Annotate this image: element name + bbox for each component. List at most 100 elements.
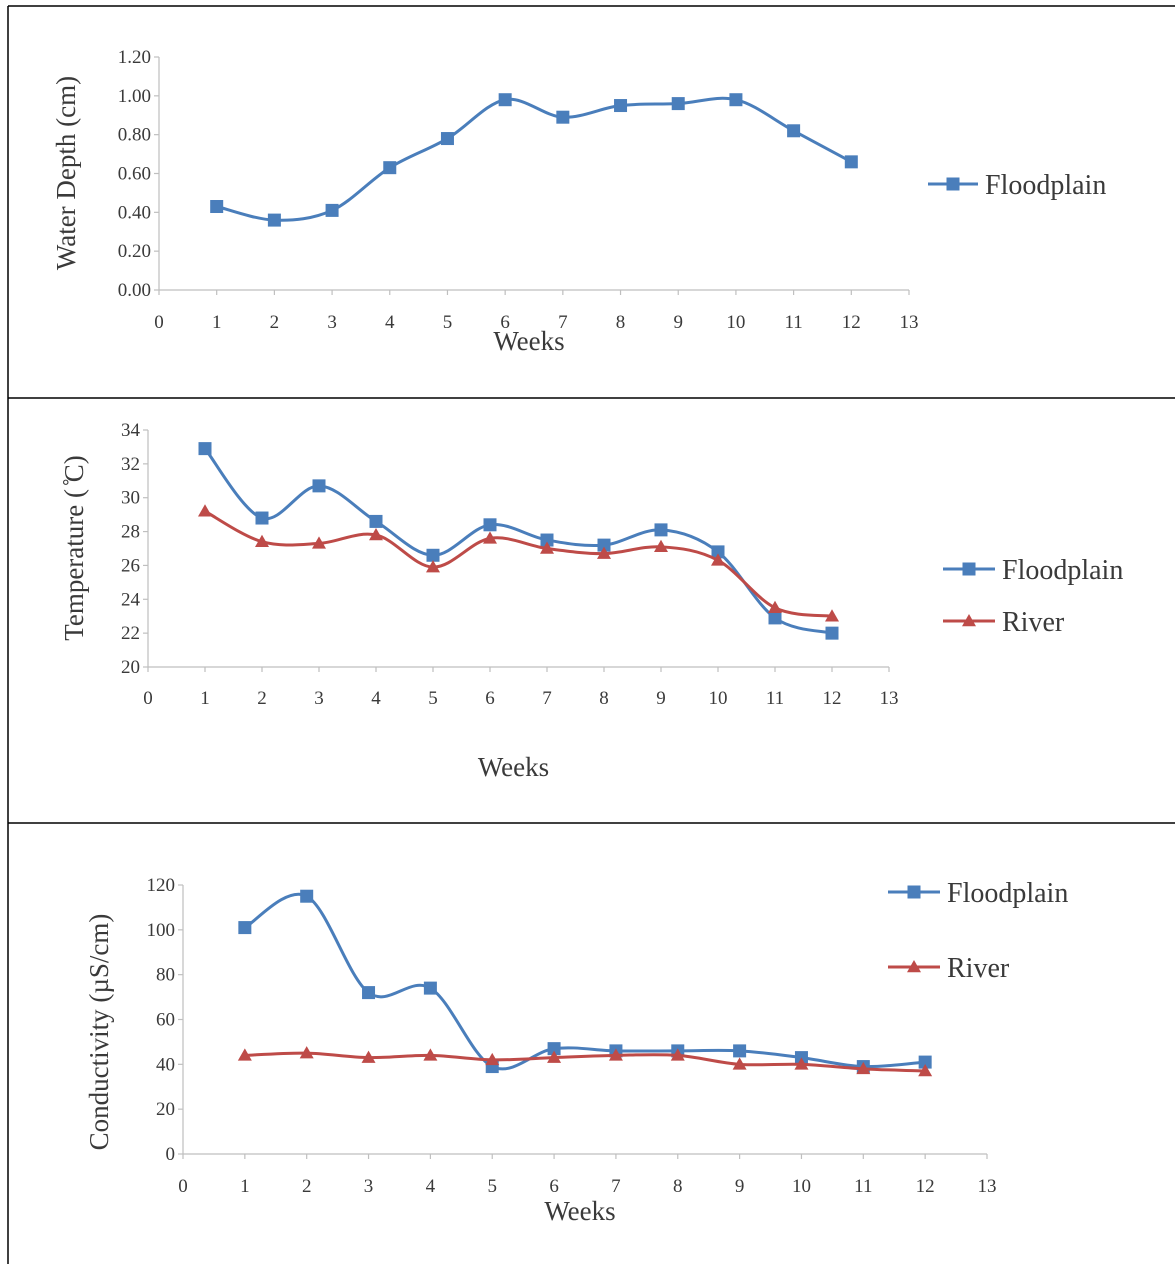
data-point-river — [426, 560, 440, 573]
y-tick-label: 100 — [147, 920, 176, 941]
x-tick-label: 12 — [823, 688, 842, 709]
x-tick-label: 2 — [257, 688, 267, 709]
x-tick-label: 3 — [364, 1176, 374, 1197]
data-point-river — [856, 1061, 871, 1075]
data-point-floodplain — [210, 200, 224, 214]
data-point-floodplain — [654, 523, 668, 537]
data-point-river — [918, 1064, 933, 1077]
x-tick-label: 5 — [428, 688, 438, 709]
data-point-floodplain — [768, 611, 782, 625]
x-tick-label: 12 — [916, 1176, 935, 1197]
data-point-river — [299, 1046, 314, 1059]
data-point-floodplain — [597, 538, 611, 552]
x-tick-label: 7 — [542, 688, 552, 709]
y-tick-label: 20 — [121, 657, 140, 678]
series-river — [198, 504, 839, 622]
x-tick-label: 13 — [880, 688, 899, 709]
x-tick-label: 8 — [673, 1176, 683, 1197]
x-tick-label: 4 — [426, 1176, 436, 1197]
data-point-floodplain — [671, 97, 685, 111]
x-tick-label: 5 — [443, 312, 453, 333]
y-tick-label: 0.60 — [118, 164, 151, 185]
y-tick-label: 0.40 — [118, 202, 151, 223]
data-point-floodplain — [787, 124, 801, 138]
series-line-floodplain — [244, 892, 926, 1071]
data-point-floodplain — [729, 93, 743, 107]
data-point-river — [597, 546, 611, 559]
data-point-river — [198, 504, 212, 517]
x-tick-label: 13 — [900, 312, 919, 333]
data-point-floodplain — [362, 986, 376, 1000]
x-tick-label: 6 — [500, 312, 510, 333]
data-point-floodplain — [711, 545, 725, 559]
y-tick-label: 1.20 — [118, 47, 151, 68]
y-tick-label: 40 — [156, 1054, 175, 1075]
x-tick-label: 9 — [735, 1176, 745, 1197]
x-tick-label: 10 — [726, 312, 745, 333]
x-tick-label: 0 — [178, 1176, 188, 1197]
data-point-river — [237, 1048, 252, 1061]
data-point-floodplain — [614, 99, 628, 113]
y-tick-label: 26 — [121, 555, 140, 576]
x-tick-label: 0 — [154, 312, 164, 333]
water-depth-chart: 0.000.200.400.600.801.001.200 1 2 3 4 5 6 7 8 9 10… — [51, 47, 1106, 356]
data-point-floodplain — [540, 533, 554, 547]
data-point-floodplain — [238, 921, 252, 935]
x-tick-label: 4 — [371, 688, 381, 709]
y-axis-label: Temperature ( ̊C) — [59, 455, 89, 641]
data-point-floodplain — [844, 155, 858, 169]
data-point-floodplain — [267, 213, 281, 227]
data-point-floodplain — [325, 203, 339, 217]
legend-item-floodplain: Floodplain — [888, 878, 1068, 909]
y-tick-label: 0 — [166, 1144, 176, 1165]
data-point-river — [423, 1048, 438, 1061]
x-tick-label: 1 — [200, 688, 210, 709]
x-tick-label: 0 — [143, 688, 153, 709]
x-axis-label: Weeks — [544, 1196, 615, 1226]
y-tick-label: 34 — [121, 420, 141, 441]
x-axis-label: Weeks — [493, 326, 564, 356]
x-tick-label: 11 — [784, 312, 802, 333]
data-point-river — [670, 1048, 685, 1061]
x-tick-label: 8 — [616, 312, 626, 333]
x-tick-label: 11 — [766, 688, 784, 709]
legend-item-floodplain: Floodplain — [928, 170, 1106, 201]
legend-marker — [907, 960, 921, 973]
y-axis-label: Water Depth (cm) — [51, 76, 81, 270]
table-borders — [7, 5, 1175, 1264]
y-tick-label: 32 — [121, 454, 140, 475]
y-tick-label: 1.00 — [118, 86, 151, 107]
data-point-river — [485, 1052, 500, 1066]
x-tick-label: 11 — [854, 1176, 872, 1197]
data-point-floodplain — [440, 132, 454, 146]
data-point-floodplain — [556, 110, 570, 124]
x-tick-label: 7 — [558, 312, 568, 333]
x-axis-label: Weeks — [478, 752, 549, 782]
series-river — [237, 1046, 933, 1077]
y-tick-label: 22 — [121, 623, 140, 644]
legend-item-floodplain: Floodplain — [943, 555, 1123, 586]
data-point-river — [794, 1057, 809, 1070]
y-tick-label: 24 — [121, 589, 141, 610]
y-tick-label: 80 — [156, 965, 175, 986]
data-point-river — [732, 1057, 747, 1070]
data-point-river — [361, 1050, 376, 1063]
data-point-river — [608, 1048, 623, 1061]
data-point-floodplain — [312, 479, 326, 493]
y-tick-label: 0.20 — [118, 241, 151, 262]
x-tick-label: 5 — [487, 1176, 497, 1197]
data-point-floodplain — [733, 1044, 747, 1058]
x-tick-label: 3 — [327, 312, 337, 333]
legend-marker — [962, 614, 976, 627]
x-tick-label: 10 — [709, 688, 728, 709]
data-point-river — [540, 541, 554, 554]
legend-marker — [946, 177, 960, 191]
x-tick-label: 1 — [240, 1176, 250, 1197]
series-line-river — [204, 509, 833, 618]
data-point-floodplain — [825, 626, 839, 640]
data-point-floodplain — [300, 889, 314, 903]
data-point-floodplain — [426, 548, 440, 562]
